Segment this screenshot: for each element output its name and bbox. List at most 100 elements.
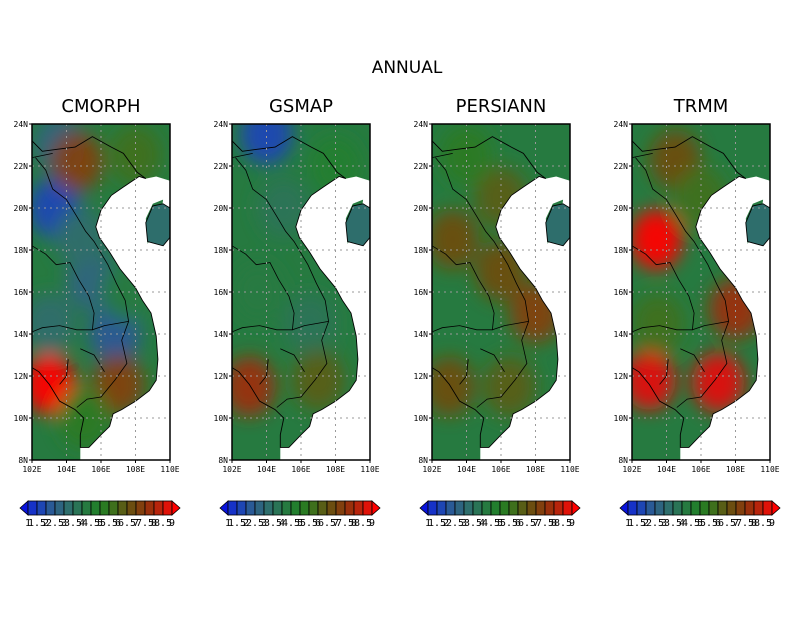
colorbar-swatch [699, 500, 710, 516]
sea-area [680, 176, 770, 460]
colorbar-label: 9 [569, 518, 575, 529]
x-tick-label: 104E [457, 465, 476, 474]
colorbar-label: 2 [643, 518, 649, 529]
colorbar-swatch [326, 500, 337, 516]
y-tick-label: 20N [414, 204, 429, 213]
field-cell [54, 207, 107, 268]
x-tick-label: 110E [760, 465, 779, 474]
x-tick-label: 102E [22, 465, 41, 474]
colorbar-label: 3.5 [64, 518, 82, 529]
colorbar-label: 7 [733, 518, 739, 529]
colorbar-label: 4 [479, 518, 485, 529]
colorbar-swatch [544, 500, 555, 516]
y-tick-label: 10N [614, 414, 629, 423]
colorbar-label: 1 [425, 518, 431, 529]
colorbar-label: 6 [515, 518, 521, 529]
colorbar-label: 7 [333, 518, 339, 529]
colorbar-swatch [245, 500, 256, 516]
colorbar-label: 8.5 [554, 518, 572, 529]
sea-area [480, 176, 570, 460]
country-border [276, 321, 329, 408]
country-border [676, 321, 729, 408]
precip-field [32, 124, 162, 448]
x-tick-label: 104E [57, 465, 76, 474]
colorbar-label: 8.5 [754, 518, 772, 529]
colorbar-label: 1.5 [228, 518, 246, 529]
country-border [632, 153, 653, 158]
x-tick-label: 106E [691, 465, 710, 474]
colorbar-swatch [562, 500, 573, 516]
colorbar-label: 5 [697, 518, 703, 529]
y-tick-label: 14N [14, 330, 29, 339]
field-cell [632, 350, 676, 411]
y-tick-label: 24N [414, 120, 429, 129]
panel-title: CMORPH [61, 96, 140, 117]
colorbar-swatch [726, 500, 737, 516]
map-panel-persiann: PERSIANN 8N 10N 12N 14N 16N 18N 20N 22N 24N 102E 10… [414, 96, 580, 474]
country-border [480, 348, 505, 373]
y-tick-label: 22N [414, 162, 429, 171]
island-coast [345, 203, 370, 247]
colorbar-label: 2.5 [46, 518, 64, 529]
x-tick-label: 102E [422, 465, 441, 474]
colorbar-swatch [45, 500, 56, 516]
x-tick-label: 108E [126, 465, 145, 474]
colorbar-swatch [108, 500, 119, 516]
colorbar-swatch [645, 500, 656, 516]
field-cell [50, 131, 103, 192]
country-border [32, 245, 129, 331]
y-tick-label: 14N [414, 330, 429, 339]
colorbar-swatch [463, 500, 474, 516]
colorbar-label: 9 [369, 518, 375, 529]
colorbar-label: 5 [297, 518, 303, 529]
field-cell [232, 356, 276, 417]
colorbar-swatch [690, 500, 701, 516]
field-cell [692, 352, 745, 413]
colorbar-label: 1 [225, 518, 231, 529]
country-border [632, 325, 693, 333]
panel-title: GSMAP [269, 96, 333, 117]
colorbar-swatch [427, 500, 438, 516]
country-border [432, 325, 493, 333]
field-cell [432, 356, 476, 417]
x-tick-label: 110E [360, 465, 379, 474]
colorbar-label: 7.5 [136, 518, 154, 529]
colorbar-swatch [762, 500, 773, 516]
island-coast [145, 203, 170, 247]
colorbar-swatch [508, 500, 519, 516]
colorbar-swatch [72, 500, 83, 516]
colorbar-label: 3 [661, 518, 667, 529]
y-tick-label: 22N [614, 162, 629, 171]
colorbar-swatch [353, 500, 364, 516]
colorbar-label: 7.5 [536, 518, 554, 529]
colorbar-label: 7.5 [736, 518, 754, 529]
map-field [432, 124, 570, 460]
colorbar-label: 8 [751, 518, 757, 529]
field-cell [632, 209, 683, 270]
x-tick-label: 106E [91, 465, 110, 474]
colorbar-swatch [362, 500, 373, 516]
colorbar-swatch [636, 500, 647, 516]
colorbar-max-arrow [171, 500, 181, 516]
colorbar-swatch [436, 500, 447, 516]
y-tick-label: 8N [418, 456, 428, 465]
colorbar-swatch [335, 500, 346, 516]
colorbar-swatch [445, 500, 456, 516]
y-tick-label: 10N [214, 414, 229, 423]
colorbar-label: 3.5 [664, 518, 682, 529]
colorbar-label: 8 [351, 518, 357, 529]
colorbar-label: 6.5 [318, 518, 336, 529]
colorbar-max-arrow [571, 500, 581, 516]
colorbar-swatch [144, 500, 155, 516]
colorbar-swatch [272, 500, 283, 516]
colorbar-swatch [526, 500, 537, 516]
country-border [635, 157, 729, 322]
country-border [232, 153, 253, 158]
country-border [476, 321, 529, 408]
map-panel-gsmap: GSMAP 8N 10N 12N 14N 16N 18N 20N 22N 24N 102E 104E 1… [214, 96, 380, 474]
colorbar-label: 6.5 [718, 518, 736, 529]
y-tick-label: 20N [614, 204, 629, 213]
colorbar-label: 2 [243, 518, 249, 529]
colorbar-label: 5 [97, 518, 103, 529]
